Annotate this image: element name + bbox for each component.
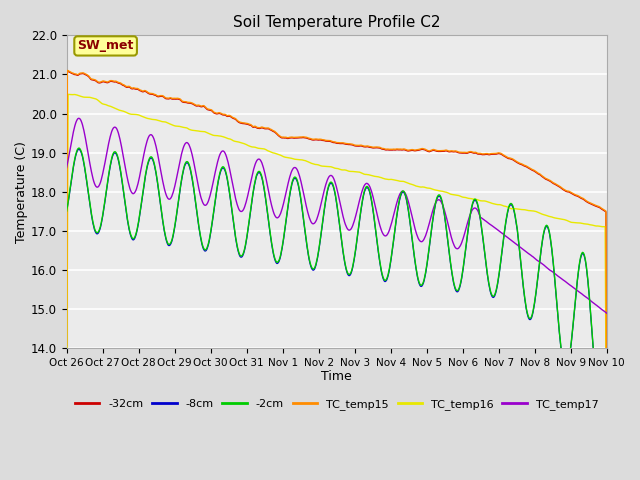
Text: SW_met: SW_met [77, 39, 134, 52]
X-axis label: Time: Time [321, 370, 352, 383]
Title: Soil Temperature Profile C2: Soil Temperature Profile C2 [233, 15, 440, 30]
Y-axis label: Temperature (C): Temperature (C) [15, 141, 28, 243]
Legend: -32cm, -8cm, -2cm, TC_temp15, TC_temp16, TC_temp17: -32cm, -8cm, -2cm, TC_temp15, TC_temp16,… [70, 395, 603, 414]
